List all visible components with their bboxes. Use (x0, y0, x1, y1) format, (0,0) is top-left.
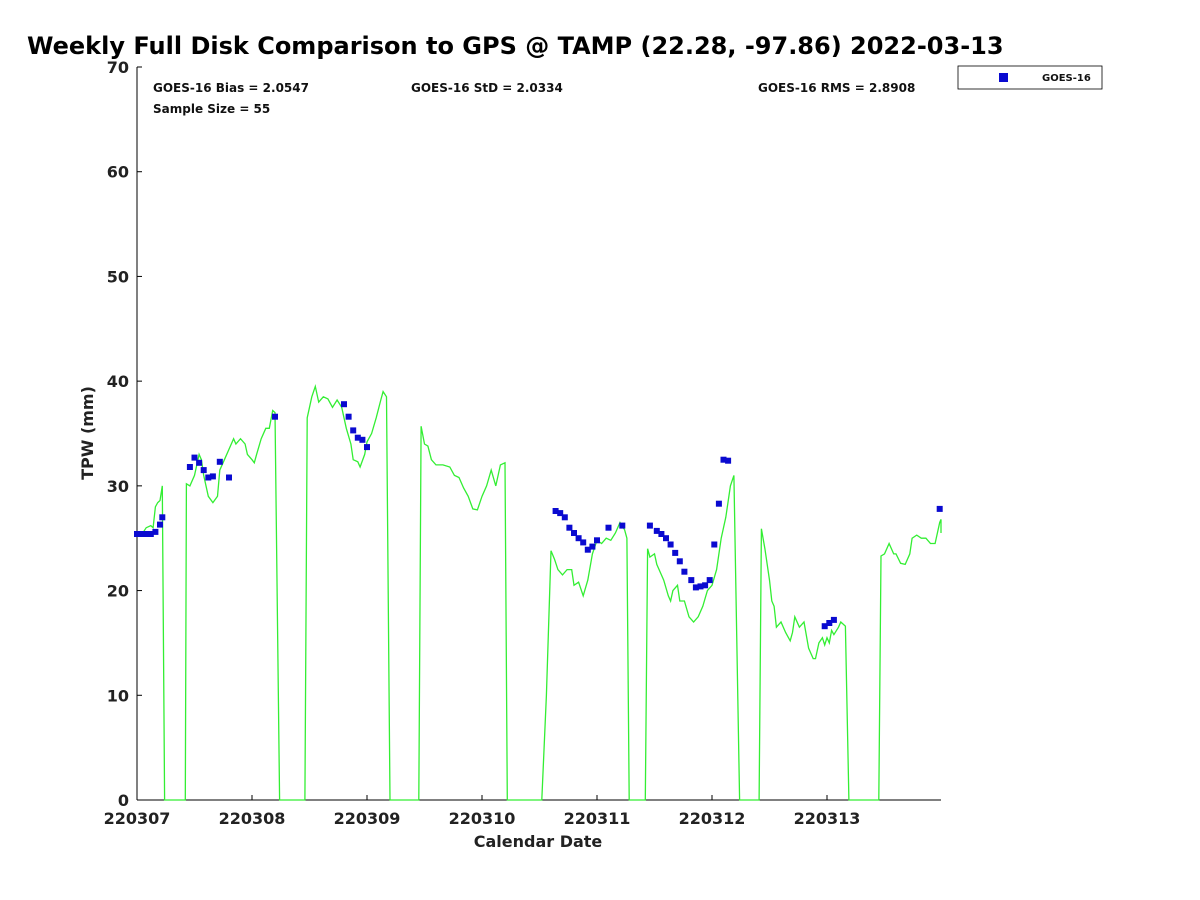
goes16-point (720, 456, 727, 463)
goes16-point (191, 454, 198, 461)
legend-box (957, 65, 1103, 90)
y-tick-label: 60 (107, 163, 129, 182)
chart-title: Weekly Full Disk Comparison to GPS @ TAM… (27, 32, 1004, 60)
legend: GOES-16 (957, 65, 1103, 90)
x-tick-label: 220310 (449, 809, 516, 828)
goes16-point (571, 530, 577, 536)
x-tick-label: 220309 (334, 809, 401, 828)
goes16-point (552, 508, 559, 514)
goes16-point (557, 510, 564, 517)
goes16-point (667, 541, 674, 548)
goes16-point (186, 464, 193, 470)
y-tick-label: 10 (107, 686, 129, 705)
goes16-point (702, 582, 709, 589)
x-tick-label: 220307 (104, 809, 171, 828)
y-ticks: 0 10 20 30 40 50 60 70 (107, 58, 142, 810)
y-tick-label: 0 (118, 791, 129, 810)
goes16-point (575, 535, 582, 542)
goes16-point (594, 537, 600, 544)
goes16-point (341, 401, 347, 408)
rms-stat: GOES-16 RMS = 2.8908 (758, 81, 915, 95)
goes16-point (345, 413, 352, 420)
goes16-point (209, 473, 216, 480)
goes16-point (676, 558, 683, 565)
goes16-point (584, 546, 591, 553)
legend-label-goes16: GOES-16 (1042, 73, 1091, 84)
goes16-point (561, 514, 568, 521)
goes16-point (157, 521, 163, 528)
goes16-point (354, 434, 361, 441)
goes16-point (152, 528, 159, 535)
y-tick-label: 20 (107, 582, 129, 601)
goes16-point (147, 531, 154, 537)
goes16-point (688, 577, 695, 584)
goes16-point (826, 620, 833, 626)
goes16-point (226, 474, 232, 481)
goes16-point (605, 524, 612, 531)
goes16-point (830, 616, 837, 623)
goes16-point (706, 577, 713, 584)
goes16-point (350, 427, 357, 434)
y-tick-label: 70 (107, 58, 129, 77)
series-layer (134, 383, 943, 801)
sample-size-stat: Sample Size = 55 (153, 102, 270, 116)
x-tick-label: 220313 (794, 809, 861, 828)
goes16-point (364, 444, 370, 451)
goes16-point (936, 505, 943, 512)
goes16-point (697, 583, 704, 590)
goes16-point (589, 543, 596, 550)
y-axis-label: TPW (mm) (78, 386, 97, 480)
goes16-point (138, 531, 145, 537)
y-tick-label: 40 (107, 372, 129, 391)
goes16-point (646, 522, 653, 529)
y-tick-label: 50 (107, 267, 129, 286)
goes16-point (692, 584, 699, 591)
goes16-point (159, 514, 166, 521)
goes16-point (272, 413, 278, 420)
goes16-point (681, 568, 688, 575)
goes16-point (359, 436, 366, 443)
x-axis-label: Calendar Date (474, 832, 603, 851)
x-tick-label: 220308 (219, 809, 286, 828)
goes16-point (711, 541, 718, 548)
gps-tpw-line (137, 383, 942, 801)
goes16-point (672, 549, 679, 556)
goes16-point (566, 524, 573, 531)
goes16-point (216, 458, 223, 465)
goes16-point (196, 459, 203, 466)
goes16-point (619, 522, 626, 529)
goes16-point (205, 474, 212, 481)
goes16-point (725, 457, 732, 464)
goes16-point (821, 623, 828, 630)
x-tick-label: 220312 (679, 809, 746, 828)
bias-stat: GOES-16 Bias = 2.0547 (153, 81, 309, 95)
goes16-point (658, 531, 665, 537)
legend-marker-goes16 (999, 73, 1008, 82)
y-tick-label: 30 (107, 477, 129, 496)
x-tick-label: 220311 (564, 809, 631, 828)
std-stat: GOES-16 StD = 2.0334 (411, 81, 563, 95)
goes16-point (143, 531, 150, 537)
goes16-point (200, 467, 207, 474)
plot-area (137, 67, 941, 800)
goes16-point (715, 500, 722, 507)
goes16-point (134, 531, 140, 537)
goes16-point (653, 527, 660, 534)
x-ticks: 220307 220308 220309 220310 220311 220312 2203… (104, 795, 861, 828)
goes16-point (663, 535, 669, 542)
goes16-point (580, 539, 587, 546)
